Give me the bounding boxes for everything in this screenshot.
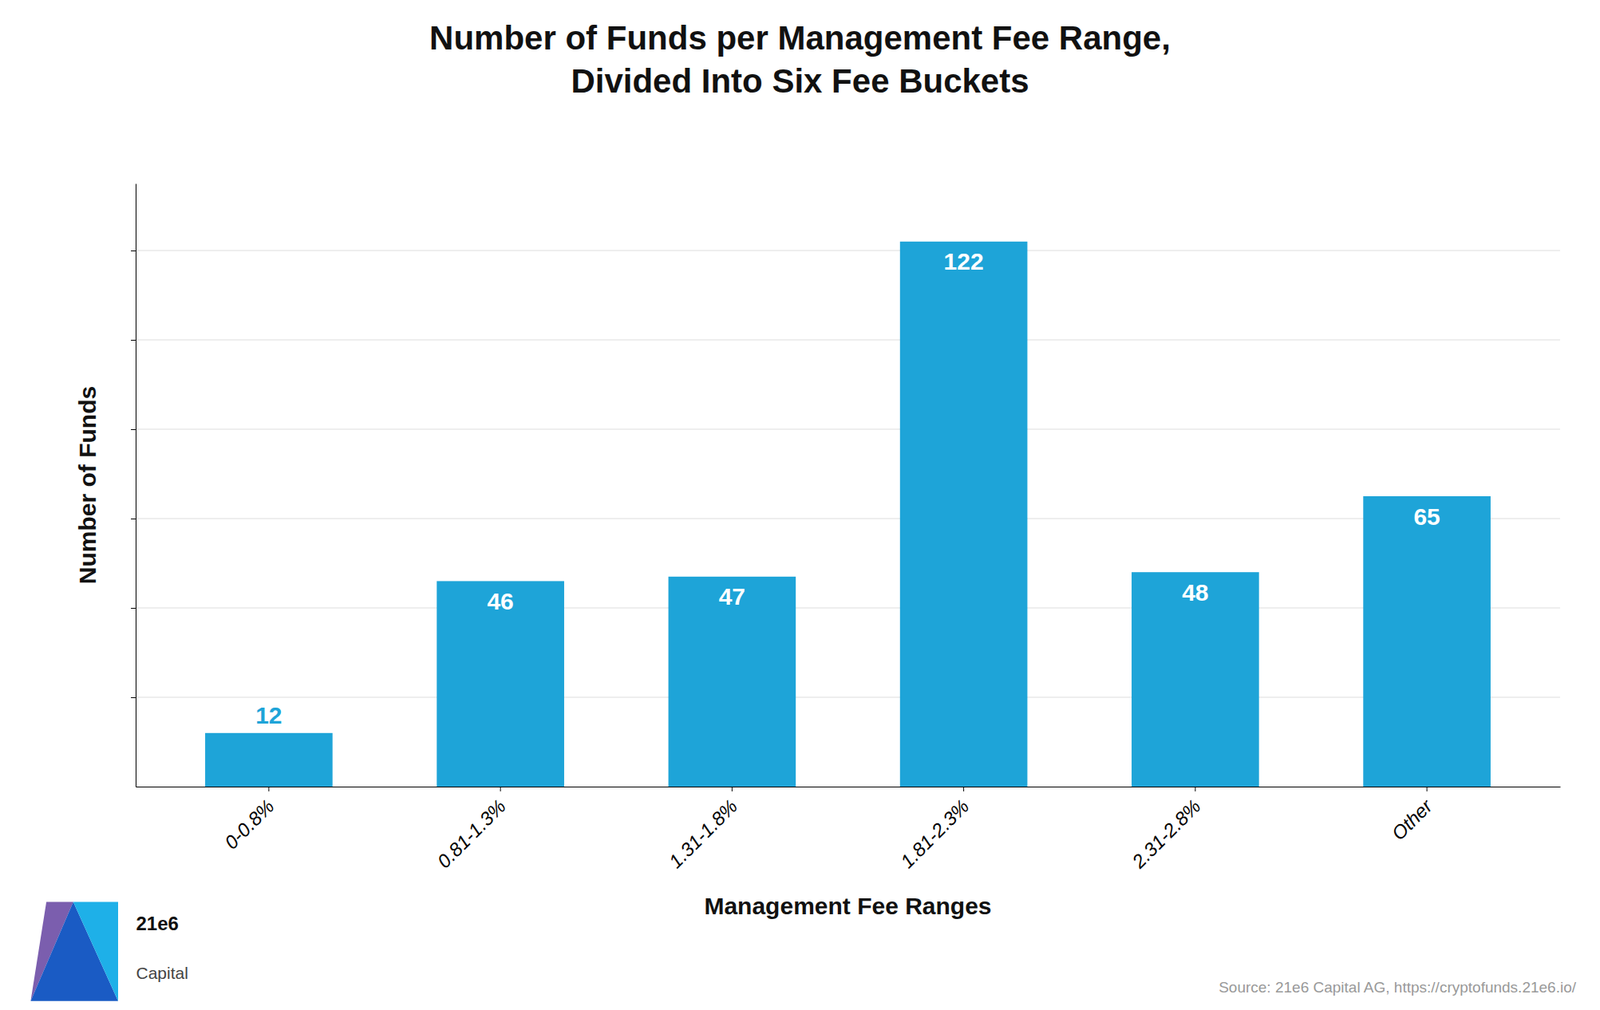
x-tick-mark: [1426, 786, 1428, 792]
logo-shape: [30, 902, 119, 1002]
y-axis: [130, 184, 137, 788]
y-tick: [130, 608, 136, 609]
grid-line: [135, 608, 1561, 609]
data-label: 48: [1181, 579, 1209, 606]
source-note: Source: 21e6 Capital AG, https://cryptof…: [1218, 979, 1577, 996]
x-axis-line: [136, 786, 1561, 788]
data-label: 12: [255, 702, 282, 729]
x-tick-label: 0-0.8%: [220, 795, 279, 854]
x-tick: 0.81-1.3%: [433, 786, 510, 873]
bar: [668, 576, 797, 787]
x-tick-label: Other: [1386, 794, 1437, 845]
y-tick: [130, 250, 136, 252]
y-axis-line: [135, 184, 137, 788]
x-tick-mark: [1194, 786, 1196, 792]
x-tick-mark: [963, 786, 964, 792]
data-labels: 12 46 47 122 48 65: [255, 248, 1441, 728]
x-tick: 1.31-1.8%: [664, 786, 742, 873]
grid-line: [135, 697, 1561, 699]
grid-line: [135, 250, 1561, 252]
y-tick: [130, 697, 136, 699]
chart-svg: Number of Funds per Management Fee Range…: [0, 0, 1600, 1010]
y-tick-mark: [130, 250, 136, 252]
title-line: Number of Funds per Management Fee Range…: [429, 19, 1171, 57]
background: [0, 0, 1600, 1010]
x-tick: 0-0.8%: [220, 786, 279, 854]
bar: [436, 580, 565, 787]
logo: 21e6 Capital: [30, 902, 188, 1002]
y-tick-mark: [130, 697, 136, 699]
y-tick: [130, 518, 136, 520]
grid-line: [135, 339, 1561, 341]
x-tick-mark: [268, 786, 269, 792]
x-axis-title: Management Fee Ranges: [703, 892, 992, 920]
title: Number of Funds per Management Fee Range…: [429, 19, 1171, 100]
y-tick-mark: [130, 518, 136, 520]
bar: [205, 733, 333, 787]
data-label: 65: [1413, 503, 1440, 530]
x-tick-mark: [500, 786, 502, 792]
y-tick: [130, 339, 136, 341]
x-tick: 1.81-2.3%: [896, 786, 973, 873]
bar: [1362, 496, 1491, 787]
y-tick-mark: [130, 429, 136, 431]
x-tick-label: 1.81-2.3%: [896, 795, 973, 873]
x-tick-label: 2.31-2.8%: [1127, 795, 1205, 874]
x-tick-mark: [731, 786, 733, 792]
x-tick-label: 0.81-1.3%: [433, 795, 510, 873]
grid-line: [135, 518, 1561, 520]
bar: [900, 241, 1028, 787]
logo-text: Capital: [136, 963, 189, 983]
bar: [1131, 572, 1260, 787]
y-tick-mark: [130, 339, 136, 341]
x-tick: 2.31-2.8%: [1127, 786, 1205, 874]
data-label: 47: [719, 583, 746, 610]
y-tick: [130, 429, 136, 431]
x-tick-label: 1.31-1.8%: [664, 795, 742, 873]
logo-text: 21e6: [136, 912, 179, 935]
grid-line: [135, 429, 1561, 431]
data-label: 122: [944, 248, 984, 275]
title-line: Divided Into Six Fee Buckets: [570, 62, 1029, 100]
grid: [135, 250, 1561, 698]
x-tick: Other: [1386, 786, 1437, 845]
y-tick-mark: [130, 608, 136, 609]
data-label: 46: [486, 588, 514, 615]
y-axis-title: Number of Funds: [74, 386, 101, 585]
plot-area: 0-0.8% 0.81-1.3% 1.31-1.8% 1.81-2.3% 2.31-2.…: [130, 184, 1561, 874]
x-axis: 0-0.8% 0.81-1.3% 1.31-1.8% 1.81-2.3% 2.31-2.…: [136, 786, 1561, 874]
bars: [205, 241, 1491, 787]
logo-shape: [73, 902, 119, 1002]
